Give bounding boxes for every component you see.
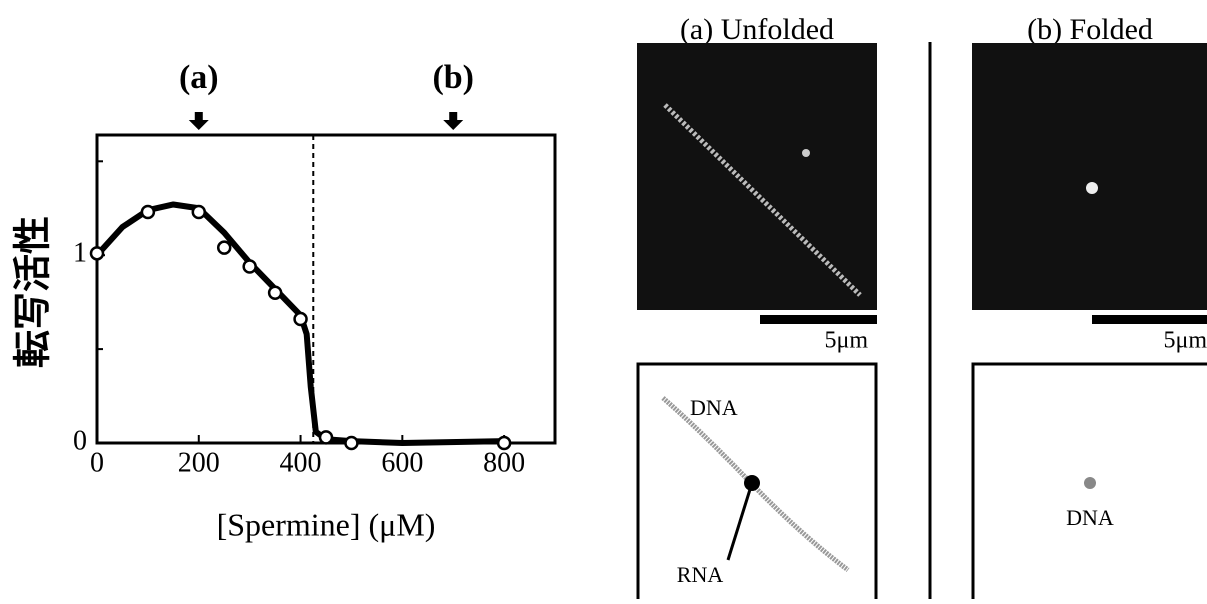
x-axis-label: [Spermine] (μM)	[217, 506, 436, 542]
annotation: (a)	[179, 59, 219, 96]
scale-label: 5μm	[824, 328, 868, 354]
fit-curve	[94, 201, 505, 446]
data-point	[496, 435, 512, 451]
data-point	[89, 246, 105, 261]
micrograph	[972, 43, 1207, 310]
data-point	[344, 435, 359, 451]
y-axis-label: 転写活性	[11, 216, 55, 368]
data-point	[140, 204, 156, 220]
panel-title: (a) Unfolded	[680, 13, 834, 46]
data-point	[267, 285, 283, 301]
data-point	[216, 240, 232, 255]
panel-title: (b) Folded	[1027, 13, 1153, 46]
x-tick-label: 800	[483, 447, 525, 478]
x-tick-label: 600	[381, 447, 423, 478]
scale-label: 5μm	[1163, 328, 1207, 354]
diagram-box	[636, 362, 878, 604]
x-tick-label: 400	[280, 447, 322, 478]
data-point	[191, 204, 207, 220]
y-tick-label: 1	[73, 238, 87, 269]
rna-line	[726, 482, 754, 561]
dna-strand-image	[663, 103, 862, 297]
micrograph	[637, 43, 877, 310]
x-tick-label: 0	[90, 447, 104, 478]
x-tick-label: 200	[178, 447, 220, 478]
plot-frame	[95, 133, 557, 445]
diagram-label: RNA	[677, 562, 724, 587]
scale-bar	[1092, 315, 1207, 324]
diagram-label: DNA	[1066, 505, 1114, 530]
y-tick-label: 0	[73, 425, 87, 456]
arrow	[188, 112, 209, 130]
scale-bar	[760, 315, 877, 324]
spot	[802, 149, 810, 157]
spot	[1086, 182, 1098, 194]
data-point	[242, 259, 257, 274]
arrow	[443, 112, 464, 130]
folded-dna	[1084, 477, 1096, 489]
data-point	[318, 430, 334, 445]
diagram-label: DNA	[690, 395, 738, 420]
data-point	[293, 311, 308, 327]
diagram-box	[971, 362, 1207, 604]
annotation: (b)	[432, 59, 474, 96]
